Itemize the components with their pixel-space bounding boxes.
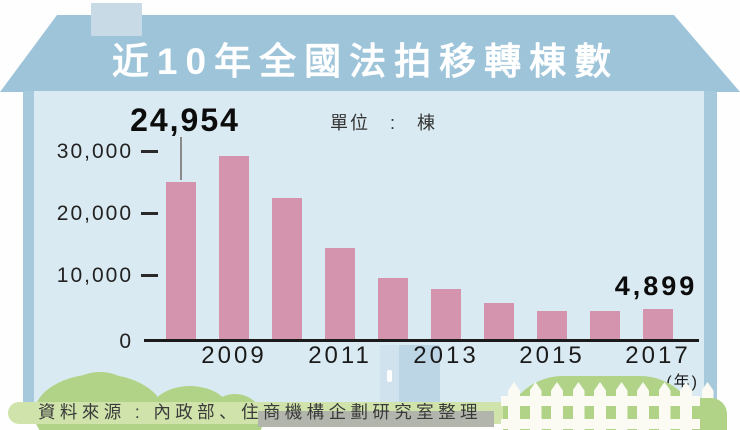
bar-2008 <box>166 182 196 340</box>
fence-bush-cap <box>700 398 727 430</box>
bar-2016 <box>590 310 620 340</box>
fence-picket <box>572 382 585 430</box>
chart-title: 近10年全國法拍移轉棟數 <box>111 41 620 82</box>
door-handle <box>387 370 392 382</box>
fence-picket <box>551 382 563 430</box>
bar-2013 <box>431 289 461 340</box>
unit-label: 單位 : 棟 <box>330 113 438 133</box>
y-tick-mark <box>141 150 158 153</box>
source-note: 資料來源 : 內政部、住商機構企劃研究室整理 <box>38 402 482 422</box>
fence-picket <box>615 382 628 430</box>
fence-picket <box>637 382 649 430</box>
x-tick-label: 2017 <box>625 342 691 369</box>
bar-2010 <box>272 198 302 340</box>
y-tick-mark <box>141 212 158 215</box>
x-tick-label: 2015 <box>519 342 585 369</box>
y-tick-mark <box>141 274 158 277</box>
y-tick-label: 20,000 <box>56 202 133 225</box>
bar-2015 <box>537 310 567 340</box>
bar-2009 <box>219 155 249 340</box>
fence-rail <box>501 396 700 406</box>
bar-2011 <box>325 247 355 340</box>
x-axis-line <box>144 339 699 342</box>
y-tick-label: 30,000 <box>56 140 133 163</box>
chart-area <box>34 91 704 412</box>
x-tick-label: 2013 <box>413 342 479 369</box>
y-tick-label: 10,000 <box>56 264 133 287</box>
annotation-pointer-line <box>180 137 182 180</box>
fence-picket <box>658 382 671 430</box>
fence-picket <box>594 382 606 430</box>
bar-2014 <box>484 302 514 340</box>
y-zero-label: 0 <box>119 329 133 353</box>
ground-shadow <box>258 411 494 427</box>
annotation-last-value: 4,899 <box>614 271 698 301</box>
fence-picket <box>529 382 542 430</box>
bar-2017 <box>643 308 673 340</box>
fence-picket <box>508 382 520 430</box>
annotation-peak-value: 24,954 <box>130 102 240 138</box>
fence-rail <box>501 419 700 429</box>
house-door <box>380 345 440 405</box>
fence-picket <box>680 382 692 430</box>
house-chimney <box>91 3 142 36</box>
x-tick-label: 2009 <box>201 342 267 369</box>
x-tick-label: 2011 <box>308 342 372 369</box>
bar-2012 <box>378 278 408 340</box>
